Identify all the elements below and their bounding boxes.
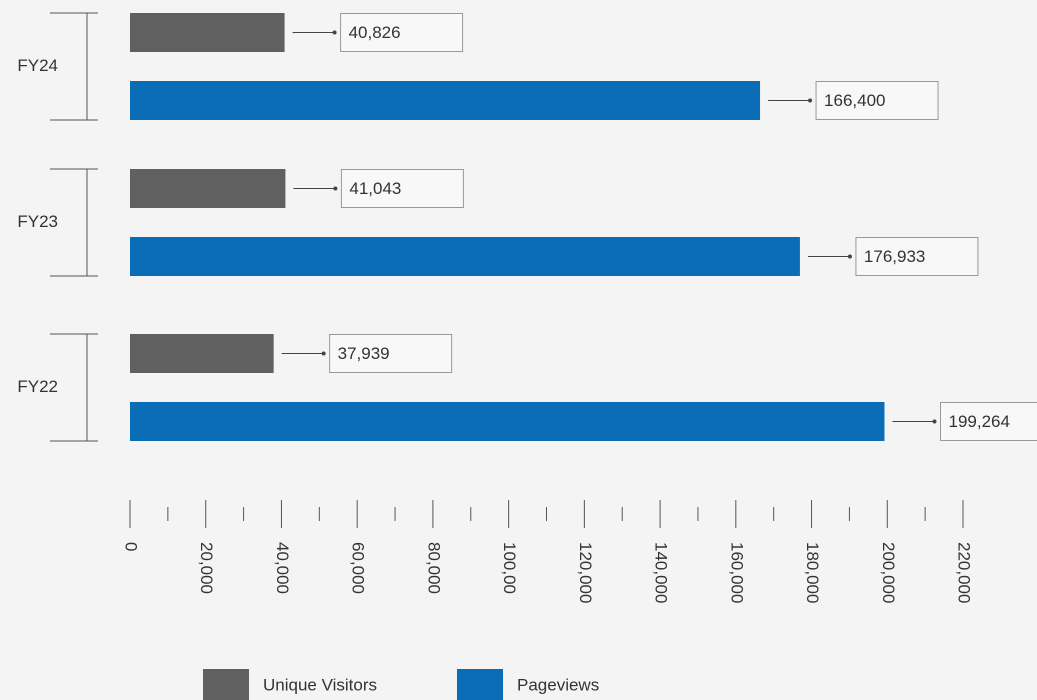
x-tick-label: 80,000: [424, 542, 443, 594]
bar: [130, 169, 286, 208]
label-box: [939, 402, 1037, 441]
x-tick-label: 40,000: [273, 542, 292, 594]
label-dot: [932, 419, 937, 424]
category-label: FY22: [17, 377, 58, 396]
legend-label: Unique Visitors: [263, 675, 377, 694]
category-label: FY24: [17, 56, 58, 75]
bar: [130, 402, 885, 441]
label-box: [329, 334, 453, 373]
label-dot: [332, 30, 337, 35]
x-tick-label: 220,000: [955, 542, 974, 603]
legend-swatch: [457, 669, 503, 700]
x-tick-label: 60,000: [349, 542, 368, 594]
x-tick-label: 120,000: [576, 542, 595, 603]
bar: [130, 334, 274, 373]
x-tick-label: 100,00: [500, 542, 519, 594]
x-tick-label: 140,000: [652, 542, 671, 603]
data-label: 41,043: [349, 179, 401, 198]
data-label: 166,400: [824, 91, 885, 110]
data-label: 37,939: [338, 344, 390, 363]
label-dot: [808, 98, 813, 103]
x-tick-label: 200,000: [879, 542, 898, 603]
label-dot: [333, 186, 338, 191]
x-tick-label: 0: [122, 542, 141, 551]
x-tick-label: 20,000: [197, 542, 216, 594]
data-label: 176,933: [864, 247, 925, 266]
label-box: [340, 13, 464, 52]
data-label: 40,826: [349, 23, 401, 42]
bar: [130, 81, 761, 120]
label-box: [340, 169, 464, 208]
x-tick-label: 180,000: [803, 542, 822, 603]
label-dot: [321, 351, 326, 356]
category-label: FY23: [17, 212, 58, 231]
data-label: 199,264: [948, 412, 1009, 431]
label-dot: [847, 254, 852, 259]
legend-swatch: [203, 669, 249, 700]
bar: [130, 237, 800, 276]
label-box: [815, 81, 939, 120]
bar: [130, 13, 285, 52]
x-tick-label: 160,000: [727, 542, 746, 603]
legend-label: Pageviews: [517, 675, 599, 694]
label-box: [855, 237, 979, 276]
